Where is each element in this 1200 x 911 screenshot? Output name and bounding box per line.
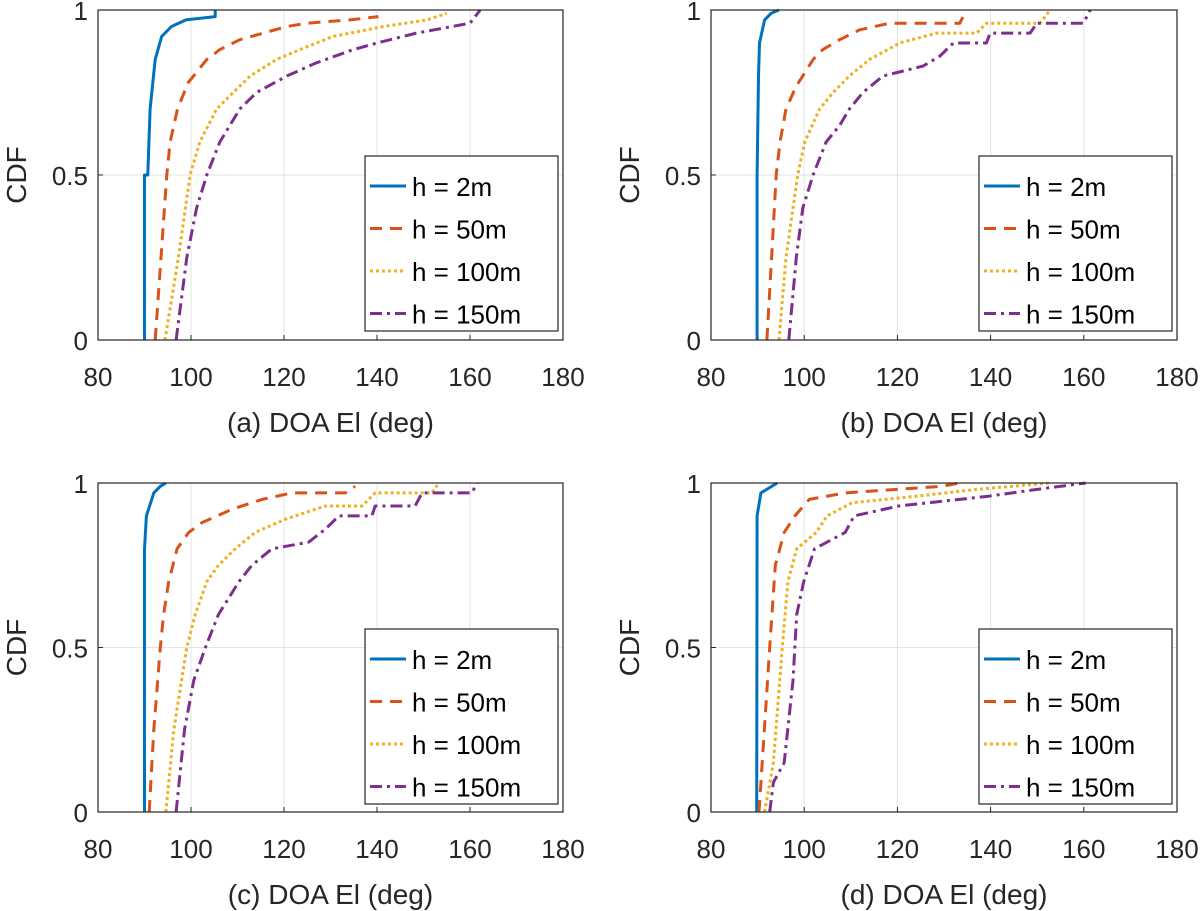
y-tick-label: 1 [687,0,701,26]
y-tick-label: 0 [687,326,701,356]
x-tick-label: 180 [541,834,584,864]
x-tick-label: 160 [448,834,491,864]
subplot-a: 80 100 120 140 160 180 0 0.5 1 (a) DOA El (deg) CD… [1,0,585,438]
y-tick-label: 1 [74,0,88,26]
y-axis-label: CDF [614,619,645,677]
axes-box [97,9,564,341]
subplot-d: 80 100 120 140 160 180 0 0.5 1 (d) DOA El (deg) CD… [614,469,1199,910]
x-tick-label: 80 [697,834,726,864]
y-tick-label: 1 [687,469,701,499]
legend-label: h = 100m [1026,730,1135,760]
x-tick-label: 100 [169,834,212,864]
x-axis-label: (a) DOA El (deg) [227,407,434,438]
y-tick-label: 0 [74,326,88,356]
x-tick-label: 160 [1062,362,1105,392]
y-tick-label: 0 [687,798,701,828]
legend-label: h = 100m [412,257,521,287]
y-axis-label: CDF [1,619,32,677]
series-line-h2m [143,10,217,340]
x-tick-label: 100 [783,834,826,864]
y-axis-label: CDF [614,146,645,204]
axes-box [97,482,564,813]
series-line-h50m [757,481,961,813]
series-line-h2m [143,481,167,812]
x-tick-label: 100 [783,362,826,392]
series-line-h100m [763,481,1050,813]
legend: h = 2m h = 50m h = 100m h = 150m [364,155,559,332]
legend-label: h = 150m [412,773,521,803]
x-tick-label: 180 [1155,362,1198,392]
series-line-h50m [765,9,968,341]
series-line-h50m [147,485,356,813]
y-tick-label: 0.5 [665,161,701,191]
legend-label: h = 100m [1026,257,1135,287]
y-tick-label: 0.5 [665,634,701,664]
x-tick-label: 80 [697,362,726,392]
legend-label: h = 50m [412,688,507,718]
legend-label: h = 50m [1026,215,1121,245]
legend-label: h = 2m [1026,645,1106,675]
legend: h = 2m h = 50m h = 100m h = 150m [978,628,1173,805]
x-tick-label: 120 [262,362,305,392]
series-line-h2m [755,8,780,340]
y-tick-label: 0.5 [52,634,88,664]
x-tick-label: 100 [169,362,212,392]
legend-label: h = 2m [412,645,492,675]
x-tick-label: 120 [262,834,305,864]
legend: h = 2m h = 50m h = 100m h = 150m [364,628,559,805]
x-tick-label: 180 [541,362,584,392]
x-tick-label: 140 [969,834,1012,864]
series-line-h150m [174,482,479,813]
x-tick-label: 180 [1155,834,1198,864]
x-axis-label: (b) DOA El (deg) [841,407,1048,438]
x-tick-label: 160 [1062,834,1105,864]
series-line-h150m [787,9,1092,341]
axes-box [710,9,1178,341]
x-tick-label: 120 [876,834,919,864]
subplot-b: 80 100 120 140 160 180 0 0.5 1 (b) DOA El (deg) CD… [614,0,1199,438]
series-line-h150m [174,9,482,341]
series-line-h50m [153,15,379,341]
series-line-h150m [768,481,1086,813]
x-tick-label: 160 [448,362,491,392]
x-tick-label: 80 [84,834,113,864]
y-axis-label: CDF [1,146,32,204]
legend: h = 2m h = 50m h = 100m h = 150m [978,155,1173,332]
legend-label: h = 50m [1026,688,1121,718]
x-tick-label: 140 [355,362,398,392]
x-tick-label: 80 [84,362,113,392]
series-line-h100m [163,11,448,341]
y-tick-label: 0.5 [52,161,88,191]
legend-label: h = 100m [412,730,521,760]
legend-label: h = 150m [1026,773,1135,803]
x-tick-label: 120 [876,362,919,392]
x-tick-label: 140 [969,362,1012,392]
series-line-h2m [755,481,778,813]
legend-label: h = 150m [412,300,521,330]
subplot-c: 80 100 120 140 160 180 0 0.5 1 (c) DOA El (deg) CD… [1,469,585,910]
legend-label: h = 2m [412,172,492,202]
legend-label: h = 150m [1026,300,1135,330]
y-tick-label: 1 [74,469,88,499]
axes-box [710,482,1178,813]
x-tick-label: 140 [355,834,398,864]
legend-label: h = 50m [412,215,507,245]
y-tick-label: 0 [74,798,88,828]
legend-label: h = 2m [1026,172,1106,202]
x-axis-label: (d) DOA El (deg) [841,879,1048,910]
x-axis-label: (c) DOA El (deg) [228,879,433,910]
